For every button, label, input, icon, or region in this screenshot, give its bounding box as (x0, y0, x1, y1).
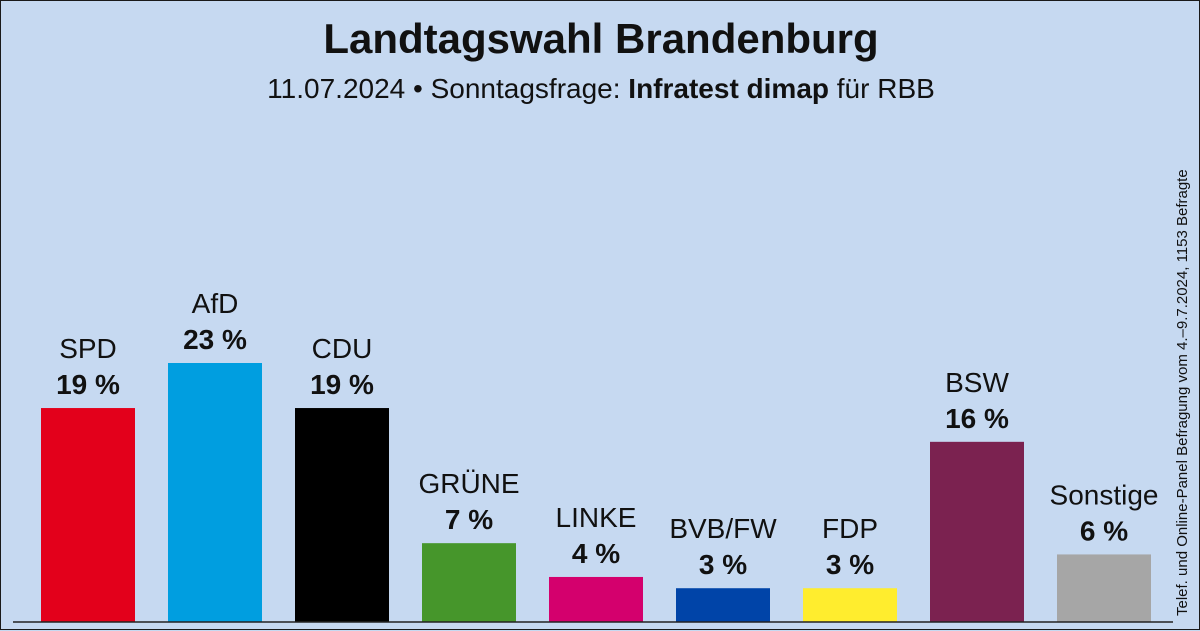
value-label: 16 % (945, 403, 1009, 434)
subtitle-date: 11.07.2024 • Sonntagsfrage: (267, 73, 621, 104)
bar-linke (549, 576, 643, 622)
value-label: 6 % (1080, 515, 1128, 546)
value-label: 3 % (826, 549, 874, 580)
category-label: LINKE (556, 502, 637, 533)
bar-afd (168, 363, 262, 622)
chart-title: Landtagswahl Brandenburg (323, 15, 879, 62)
category-label: BVB/FW (669, 513, 777, 544)
value-label: 4 % (572, 538, 620, 569)
category-label: SPD (59, 333, 117, 364)
bar-gr-ne (422, 543, 516, 622)
bar-sonstige (1057, 554, 1151, 622)
value-label: 23 % (183, 324, 247, 355)
category-label: AfD (192, 288, 239, 319)
value-label: 19 % (310, 369, 374, 400)
category-label: BSW (945, 367, 1009, 398)
bar-cdu (295, 408, 389, 622)
category-label: Sonstige (1050, 479, 1159, 510)
bar-bsw (930, 441, 1024, 622)
category-label: FDP (822, 513, 878, 544)
bar-bvb-fw (676, 588, 770, 622)
value-label: 3 % (699, 549, 747, 580)
value-label: 7 % (445, 504, 493, 535)
bar-spd (41, 408, 135, 622)
category-label: GRÜNE (418, 468, 519, 499)
chart-subtitle: 11.07.2024 • Sonntagsfrage: Infratest di… (1, 73, 1200, 105)
subtitle-institute: Infratest dimap (628, 73, 829, 104)
category-label: CDU (312, 333, 373, 364)
value-label: 19 % (56, 369, 120, 400)
bar-fdp (803, 588, 897, 622)
subtitle-client: für RBB (836, 73, 935, 104)
